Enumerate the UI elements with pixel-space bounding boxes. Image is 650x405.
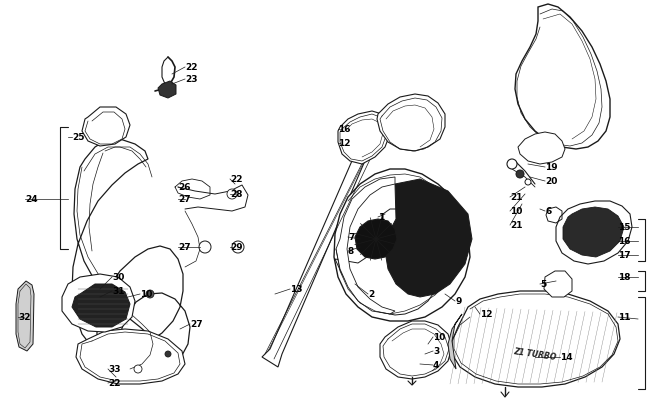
Polygon shape <box>563 207 624 257</box>
Polygon shape <box>338 112 390 164</box>
Polygon shape <box>62 274 135 332</box>
Ellipse shape <box>199 241 211 254</box>
Polygon shape <box>335 247 438 315</box>
Text: 13: 13 <box>290 285 302 294</box>
Text: 24: 24 <box>25 195 38 204</box>
Text: 11: 11 <box>618 313 630 322</box>
Text: 20: 20 <box>545 177 558 186</box>
Polygon shape <box>385 179 472 297</box>
Polygon shape <box>448 314 462 369</box>
Text: 7: 7 <box>348 233 354 242</box>
Text: 1: 1 <box>378 213 384 222</box>
Polygon shape <box>556 202 632 264</box>
Ellipse shape <box>227 190 237 200</box>
Text: 3: 3 <box>433 347 439 356</box>
Text: 31: 31 <box>112 287 125 296</box>
Text: 33: 33 <box>108 364 120 373</box>
Text: 14: 14 <box>560 353 573 362</box>
Text: 32: 32 <box>18 313 31 322</box>
Text: 27: 27 <box>190 320 203 329</box>
Text: 5: 5 <box>540 280 546 289</box>
Text: Z1 TURBO: Z1 TURBO <box>513 347 557 362</box>
Polygon shape <box>16 281 34 351</box>
Text: 29: 29 <box>230 243 242 252</box>
Text: 22: 22 <box>230 175 242 184</box>
Ellipse shape <box>134 365 142 373</box>
Text: 12: 12 <box>480 310 493 319</box>
Text: 12: 12 <box>338 139 350 148</box>
Text: 10: 10 <box>433 333 445 342</box>
Text: 15: 15 <box>618 223 630 232</box>
Text: 6: 6 <box>545 207 551 216</box>
Text: 16: 16 <box>618 237 630 246</box>
Text: 16: 16 <box>338 125 350 134</box>
Text: 27: 27 <box>178 243 190 252</box>
Text: 30: 30 <box>112 273 124 282</box>
Text: 17: 17 <box>618 251 630 260</box>
Text: 22: 22 <box>185 63 198 72</box>
Ellipse shape <box>507 160 517 170</box>
Polygon shape <box>355 220 397 259</box>
Polygon shape <box>377 95 445 151</box>
Polygon shape <box>515 5 610 149</box>
Text: 27: 27 <box>178 195 190 204</box>
Text: 8: 8 <box>348 247 354 256</box>
Ellipse shape <box>165 351 171 357</box>
Polygon shape <box>76 329 185 384</box>
Text: 10: 10 <box>140 290 152 299</box>
Text: 28: 28 <box>230 190 242 199</box>
Text: 22: 22 <box>108 379 120 388</box>
Polygon shape <box>336 177 395 314</box>
Text: 2: 2 <box>368 290 374 299</box>
Text: 21: 21 <box>510 221 523 230</box>
Text: 25: 25 <box>72 133 84 142</box>
Text: 23: 23 <box>185 75 198 84</box>
Ellipse shape <box>525 179 531 185</box>
Text: 9: 9 <box>455 297 461 306</box>
Text: 10: 10 <box>510 207 523 216</box>
Text: 26: 26 <box>178 183 190 192</box>
Polygon shape <box>158 82 176 99</box>
Polygon shape <box>334 170 470 321</box>
Polygon shape <box>452 291 620 387</box>
Ellipse shape <box>232 241 244 254</box>
Polygon shape <box>544 271 572 297</box>
Text: 19: 19 <box>545 163 558 172</box>
Polygon shape <box>82 108 130 147</box>
Polygon shape <box>518 133 565 164</box>
Text: 18: 18 <box>618 273 630 282</box>
Text: 21: 21 <box>510 193 523 202</box>
Polygon shape <box>72 140 190 381</box>
Text: 4: 4 <box>433 360 439 370</box>
Polygon shape <box>380 321 452 379</box>
Ellipse shape <box>516 171 524 179</box>
Polygon shape <box>262 136 380 367</box>
Ellipse shape <box>146 290 154 298</box>
Polygon shape <box>72 284 130 327</box>
